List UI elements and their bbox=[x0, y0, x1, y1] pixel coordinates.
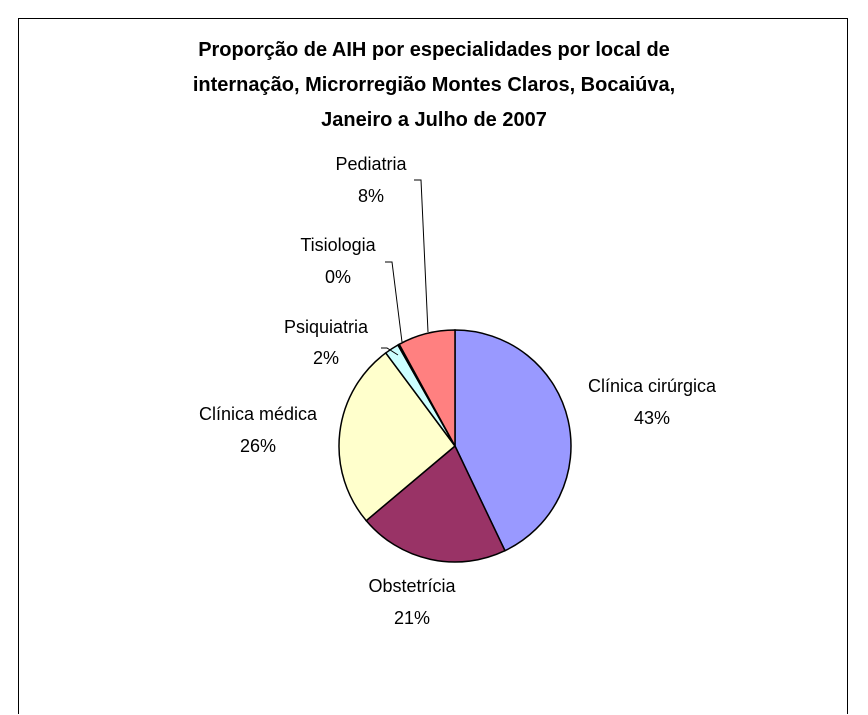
chart-title-line-2: internação, Microrregião Montes Claros, … bbox=[192, 74, 676, 96]
leader-line-4 bbox=[385, 261, 403, 343]
slice-name-label-5: Pediatria bbox=[335, 154, 407, 174]
slice-name-label-3: Psiquiatria bbox=[284, 317, 369, 337]
slice-percent-label-4: 0% bbox=[325, 267, 351, 287]
slice-name-label-1: Obstetrícia bbox=[368, 576, 456, 596]
pie-slice-1 bbox=[365, 444, 506, 563]
pie-slice-2 bbox=[338, 351, 457, 522]
slice-percent-label-1: 21% bbox=[394, 608, 430, 628]
leader-line-5 bbox=[414, 179, 429, 333]
chart-title-line-1: Proporção de AIH por especialidades por … bbox=[198, 39, 670, 61]
slice-percent-label-2: 26% bbox=[240, 436, 276, 456]
slice-percent-label-0: 43% bbox=[634, 408, 670, 428]
slice-name-label-0: Clínica cirúrgica bbox=[588, 376, 717, 396]
chart-title-line-3: Janeiro a Julho de 2007 bbox=[321, 109, 547, 131]
leader-line-3 bbox=[381, 347, 399, 356]
pie-slice-0 bbox=[454, 329, 572, 552]
slice-name-label-4: Tisiologia bbox=[300, 235, 376, 255]
slice-name-label-2: Clínica médica bbox=[199, 404, 318, 424]
pie-slice-5 bbox=[398, 329, 456, 447]
slice-percent-label-5: 8% bbox=[358, 186, 384, 206]
slice-percent-label-3: 2% bbox=[313, 348, 339, 368]
